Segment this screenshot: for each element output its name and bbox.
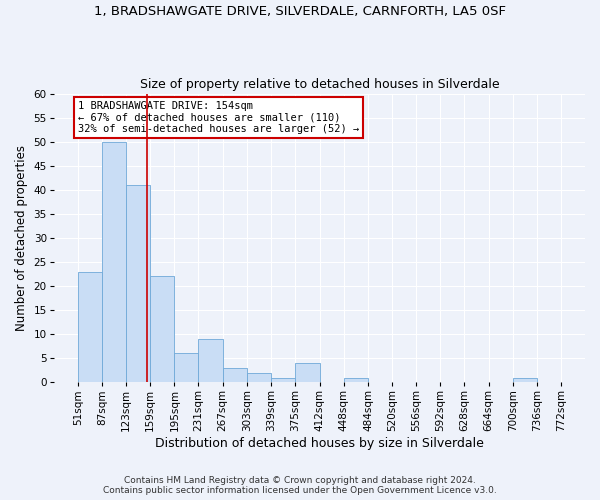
Bar [512,378,537,382]
Bar [344,378,368,382]
Bar [223,368,247,382]
Bar [199,339,223,382]
Bar [102,142,126,382]
Bar [126,185,150,382]
Text: 1, BRADSHAWGATE DRIVE, SILVERDALE, CARNFORTH, LA5 0SF: 1, BRADSHAWGATE DRIVE, SILVERDALE, CARNF… [94,5,506,18]
Bar [175,354,199,382]
Bar [247,372,271,382]
Bar [78,272,102,382]
Bar [271,378,295,382]
Y-axis label: Number of detached properties: Number of detached properties [15,145,28,331]
Text: Contains HM Land Registry data © Crown copyright and database right 2024.
Contai: Contains HM Land Registry data © Crown c… [103,476,497,495]
Title: Size of property relative to detached houses in Silverdale: Size of property relative to detached ho… [140,78,499,91]
Text: 1 BRADSHAWGATE DRIVE: 154sqm
← 67% of detached houses are smaller (110)
32% of s: 1 BRADSHAWGATE DRIVE: 154sqm ← 67% of de… [78,101,359,134]
Bar [150,276,175,382]
X-axis label: Distribution of detached houses by size in Silverdale: Distribution of detached houses by size … [155,437,484,450]
Bar [295,363,320,382]
